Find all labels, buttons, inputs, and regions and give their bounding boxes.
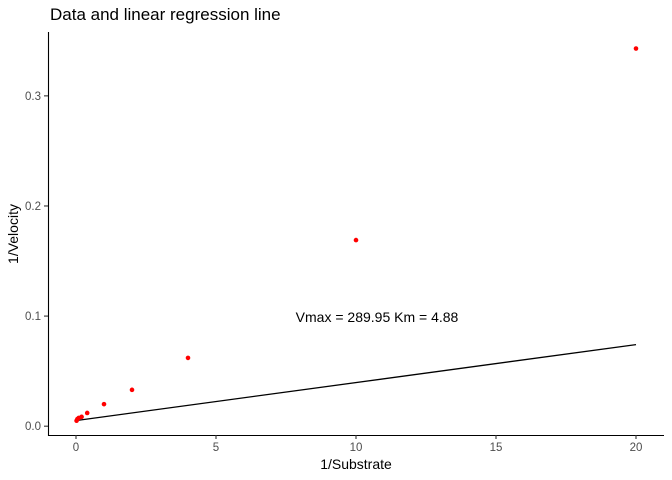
data-point <box>633 46 639 51</box>
x-tick-label: 5 <box>213 442 219 454</box>
data-point <box>129 387 135 393</box>
data-point <box>101 401 107 407</box>
plot-area <box>74 46 639 423</box>
y-axis-title: 1/Velocity <box>5 204 21 264</box>
y-tick-label: 0.3 <box>25 91 41 103</box>
x-axis-title: 1/Substrate <box>320 456 392 472</box>
y-tick-label: 0.1 <box>25 311 41 323</box>
x-tick-label: 10 <box>350 442 363 454</box>
x-tick-label: 15 <box>490 442 503 454</box>
data-point <box>79 414 84 420</box>
y-axis-ticks: 0.0 0.1 0.2 0.3 <box>25 91 48 433</box>
data-point <box>84 410 90 416</box>
y-tick-label: 0.0 <box>25 421 41 433</box>
x-tick-label: 0 <box>73 442 79 454</box>
x-tick-label: 20 <box>630 442 643 454</box>
y-tick-label: 0.2 <box>25 201 41 213</box>
regression-line <box>76 343 637 422</box>
data-point <box>185 355 191 361</box>
regression-annotation: Vmax = 289.95 Km = 4.88 <box>296 309 459 325</box>
chart-title: Data and linear regression line <box>50 5 281 24</box>
x-axis-ticks: 0 5 10 15 20 <box>73 435 643 454</box>
data-point <box>353 237 359 243</box>
